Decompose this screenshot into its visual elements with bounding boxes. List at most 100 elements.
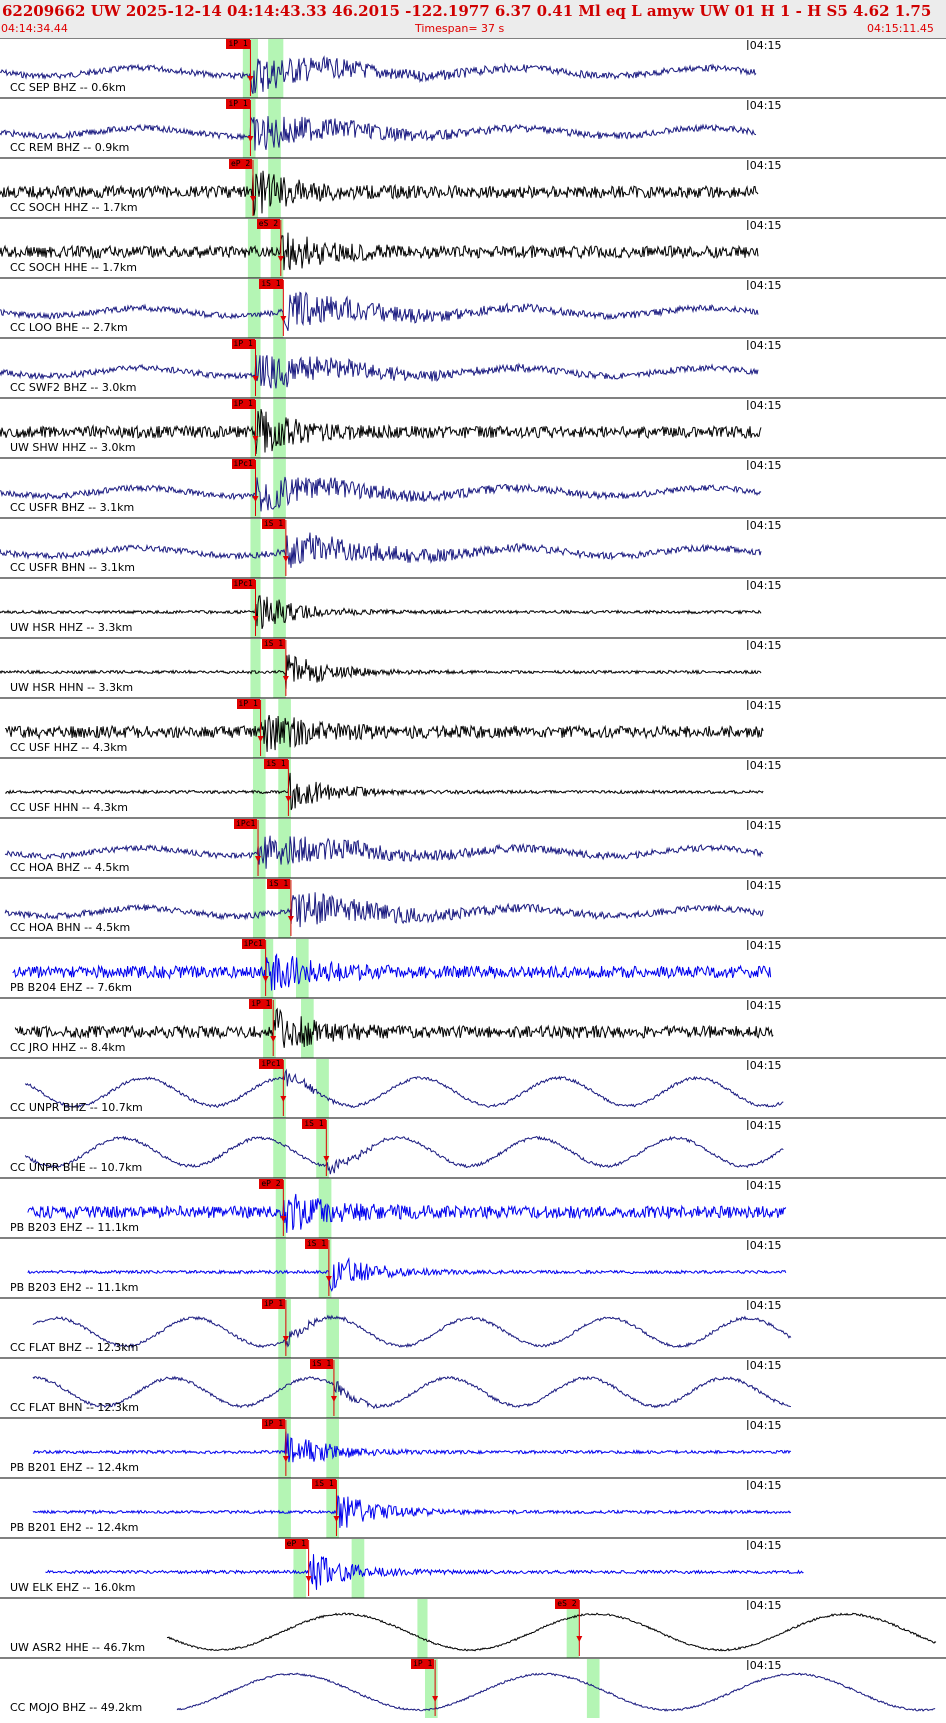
pick-label: iPc1 — [241, 939, 265, 949]
trace-row — [0, 1417, 946, 1478]
waveform — [32, 1375, 791, 1410]
tick-label: 04:15 — [749, 879, 782, 892]
trace-row — [0, 337, 946, 398]
pick-marker — [325, 1276, 332, 1282]
channel-label: CC REM BHZ -- 0.9km — [10, 141, 130, 154]
pick-label: iS 1 — [309, 1359, 334, 1369]
trace-row — [0, 937, 946, 998]
pick-label: eP 2 — [228, 159, 253, 169]
waveform — [0, 291, 759, 331]
tick-label: 04:15 — [749, 339, 782, 352]
trace-row — [0, 757, 946, 818]
trace-row — [0, 997, 946, 1058]
pick-marker — [255, 856, 262, 862]
trace-row — [0, 517, 946, 578]
pick-label: iS 1 — [266, 879, 291, 889]
channel-label: PB B201 EH2 -- 12.4km — [10, 1521, 139, 1534]
tick-label: 04:15 — [749, 1359, 782, 1372]
waveform — [0, 355, 759, 389]
pick-window — [275, 1239, 286, 1298]
tick-label: 04:15 — [749, 219, 782, 232]
trace-row — [0, 1477, 946, 1538]
pick-marker — [285, 796, 292, 802]
tick-label: 04:15 — [749, 999, 782, 1012]
pick-window — [268, 39, 284, 98]
pick-label: iPc1 — [234, 819, 258, 829]
channel-label: CC USFR BHZ -- 3.1km — [10, 501, 135, 514]
pick-marker — [249, 196, 256, 202]
pick-marker — [247, 136, 254, 142]
pick-window — [417, 1599, 428, 1658]
pick-marker — [280, 316, 287, 322]
pick-marker — [252, 436, 259, 442]
channel-label: CC SOCH HHZ -- 1.7km — [10, 201, 138, 214]
tick-label: 04:15 — [749, 1179, 782, 1192]
pick-marker — [287, 916, 294, 922]
pick-window — [278, 879, 291, 938]
pick-label: iS 1 — [259, 279, 283, 289]
pick-window — [250, 519, 261, 578]
waveform — [32, 1431, 792, 1463]
waveform — [14, 1007, 774, 1048]
waveform — [4, 892, 764, 928]
channel-label: UW SHW HHZ -- 3.0km — [10, 441, 136, 454]
pick-window — [252, 879, 266, 938]
tick-label: 04:15 — [749, 159, 782, 172]
trace-row — [0, 1117, 946, 1178]
trace-row — [0, 1297, 946, 1358]
pick-window — [250, 639, 261, 698]
pick-marker — [282, 1456, 289, 1462]
header-bar: 62209662 UW 2025-12-14 04:14:43.33 46.20… — [0, 0, 946, 38]
pick-marker — [257, 736, 264, 742]
pick-marker — [305, 1576, 312, 1582]
event-title: 62209662 UW 2025-12-14 04:14:43.33 46.20… — [2, 2, 932, 20]
channel-label: UW ASR2 HHE -- 46.7km — [10, 1641, 146, 1654]
pick-window — [268, 99, 281, 158]
waveform — [0, 170, 759, 216]
waveform — [0, 476, 762, 512]
waveform — [0, 595, 762, 630]
pick-label: iS 1 — [261, 519, 286, 529]
pick-window — [326, 1479, 339, 1538]
tick-label: 04:15 — [749, 1239, 782, 1252]
pick-label: eP 2 — [259, 1179, 283, 1189]
pick-label: iPc1 — [231, 459, 255, 469]
tick-label: 04:15 — [749, 819, 782, 832]
tick-label: 04:15 — [749, 1119, 782, 1132]
trace-row — [0, 1597, 946, 1658]
pick-window — [326, 1359, 339, 1418]
pick-window — [278, 1359, 291, 1418]
pick-marker — [252, 376, 259, 382]
pick-marker — [280, 1096, 287, 1102]
end-time: 04:15:11.45 — [867, 22, 934, 35]
waveform — [45, 1554, 804, 1590]
channel-label: CC FLAT BHZ -- 12.3km — [10, 1341, 139, 1354]
trace-row — [0, 1357, 946, 1418]
waveform — [27, 1193, 787, 1233]
tick-label: 04:15 — [749, 759, 782, 772]
trace-row — [0, 217, 946, 278]
waveform — [5, 772, 764, 811]
pick-marker — [323, 1156, 330, 1162]
trace-row — [0, 1537, 946, 1598]
pick-window — [586, 1659, 600, 1718]
trace-row — [0, 397, 946, 458]
pick-label: iPc1 — [231, 579, 255, 589]
pick-marker — [262, 976, 269, 982]
tick-label: 04:15 — [749, 459, 782, 472]
tick-label: 04:15 — [749, 939, 782, 952]
channel-label: PB B203 EHZ -- 11.1km — [10, 1221, 139, 1234]
start-time: 04:14:34.44 — [1, 22, 68, 35]
pick-label: iP 1 — [411, 1659, 435, 1669]
pick-marker — [576, 1636, 583, 1642]
pick-label: iP 1 — [236, 699, 260, 709]
trace-row — [0, 697, 946, 758]
waveform — [0, 532, 762, 568]
pick-window — [273, 579, 286, 638]
waveform — [166, 1612, 937, 1652]
trace-row — [0, 817, 946, 878]
pick-label: iS 1 — [261, 639, 286, 649]
tick-label: 04:15 — [749, 99, 782, 112]
pick-marker — [282, 676, 289, 682]
channel-label: PB B204 EHZ -- 7.6km — [10, 981, 132, 994]
